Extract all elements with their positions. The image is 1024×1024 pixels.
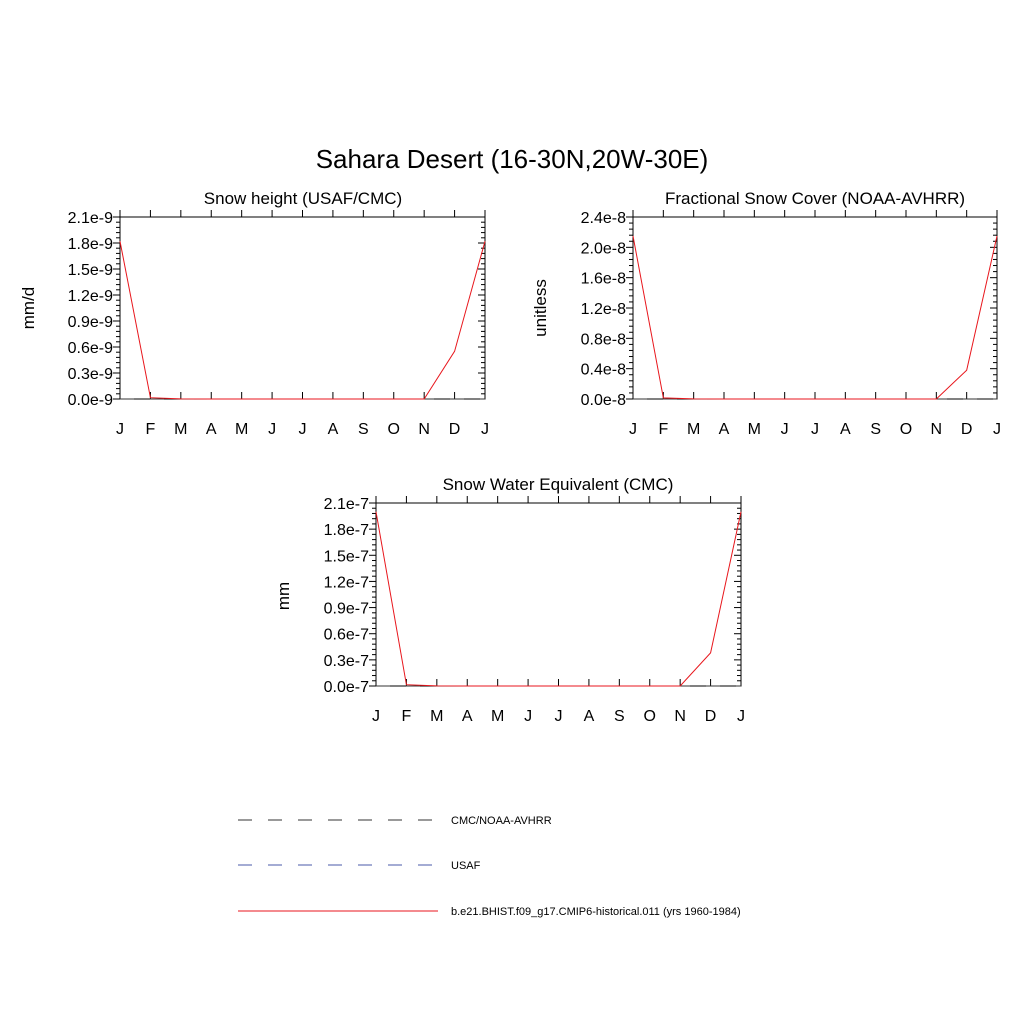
x-tick-label: J [524,708,532,725]
x-tick-label: O [900,421,912,438]
y-tick-label: 2.1e-9 [68,210,113,227]
x-tick-label: M [748,421,761,438]
x-tick-label: N [418,421,430,438]
plot-frame [119,216,486,400]
y-tick-label: 0.0e-9 [68,392,113,409]
x-tick-label: O [388,421,400,438]
y-tick-label: 1.8e-9 [68,236,113,253]
x-tick-label: M [235,421,248,438]
x-tick-label: A [584,708,595,725]
x-tick-label: A [206,421,217,438]
x-tick-label: A [328,421,339,438]
x-tick-label: S [870,421,881,438]
y-tick-label: 0.3e-7 [324,653,369,670]
x-tick-label: M [174,421,187,438]
x-tick-label: A [840,421,851,438]
y-axis-label: mm/d [19,287,38,330]
panel-title: Snow height (USAF/CMC) [204,189,402,208]
x-tick-label: A [462,708,473,725]
x-tick-label: S [614,708,625,725]
y-tick-label: 0.9e-7 [324,601,369,618]
x-tick-label: M [687,421,700,438]
x-tick-label: D [449,421,461,438]
y-tick-label: 2.0e-8 [581,240,626,257]
x-tick-label: D [961,421,973,438]
legend: CMC/NOAA-AVHRR USAF b.e21.BHIST.f09_g17.… [238,815,741,918]
plot-frame [375,502,742,687]
series-line-b-e21-bhist-f09-g17-cmip6-historical-011 [375,511,742,687]
y-tick-label: 1.5e-9 [68,262,113,279]
x-tick-label: A [719,421,730,438]
plot-frame [632,216,998,400]
x-tick-label: J [555,708,563,725]
panel-title: Snow Water Equivalent (CMC) [443,475,674,494]
x-tick-label: J [481,421,489,438]
y-axis-label: unitless [531,279,550,337]
y-tick-label: 2.4e-8 [581,210,626,227]
x-tick-label: J [299,421,307,438]
x-tick-label: J [372,708,380,725]
y-tick-label: 1.2e-7 [324,574,369,591]
panel-snow-water-equivalent: Snow Water Equivalent (CMC) mm J F M A M J J A S… [274,475,745,725]
x-tick-label: O [644,708,656,725]
x-tick-label: J [737,708,745,725]
y-tick-label: 0.9e-9 [68,314,113,331]
x-tick-label: S [358,421,369,438]
series-line-b-e21-bhist-f09-g17-cmip6-historical-011 [119,241,486,400]
figure-title: Sahara Desert (16-30N,20W-30E) [316,144,709,174]
x-tick-label: N [931,421,943,438]
y-tick-label: 0.3e-9 [68,366,113,383]
panel-snow-height: Snow height (USAF/CMC) mm/d J F M A M J J A S O N D… [19,189,489,438]
y-tick-label: 1.8e-7 [324,522,369,539]
x-tick-label: F [146,421,156,438]
x-tick-label: D [705,708,717,725]
y-tick-label: 0.0e-7 [324,679,369,696]
series-line-b-e21-bhist-f09-g17-cmip6-historical-011 [632,235,998,400]
y-tick-label: 0.6e-9 [68,340,113,357]
y-tick-label: 0.0e-8 [581,392,626,409]
panel-title: Fractional Snow Cover (NOAA-AVHRR) [665,189,965,208]
x-tick-label: F [658,421,668,438]
legend-label-usaf: USAF [451,860,481,872]
x-tick-label: J [629,421,637,438]
x-tick-label: F [402,708,412,725]
y-tick-label: 1.5e-7 [324,548,369,565]
y-tick-label: 0.6e-7 [324,627,369,644]
x-tick-label: M [430,708,443,725]
y-tick-label: 0.8e-8 [581,331,626,348]
x-tick-label: J [116,421,124,438]
x-tick-label: N [674,708,686,725]
legend-label-cmc-noaa-avhrr: CMC/NOAA-AVHRR [451,815,552,827]
y-axis-label: mm [274,582,293,610]
y-tick-label: 2.1e-7 [324,496,369,513]
x-tick-label: M [491,708,504,725]
x-tick-label: J [993,421,1001,438]
panel-fractional-snow-cover: Fractional Snow Cover (NOAA-AVHRR) unitl… [531,189,1001,438]
y-tick-label: 1.2e-9 [68,288,113,305]
legend-label-model: b.e21.BHIST.f09_g17.CMIP6-historical.011… [451,906,741,918]
y-tick-label: 1.2e-8 [581,301,626,318]
x-tick-label: J [811,421,819,438]
y-tick-label: 1.6e-8 [581,271,626,288]
x-tick-label: J [781,421,789,438]
y-tick-label: 0.4e-8 [581,362,626,379]
x-tick-label: J [268,421,276,438]
